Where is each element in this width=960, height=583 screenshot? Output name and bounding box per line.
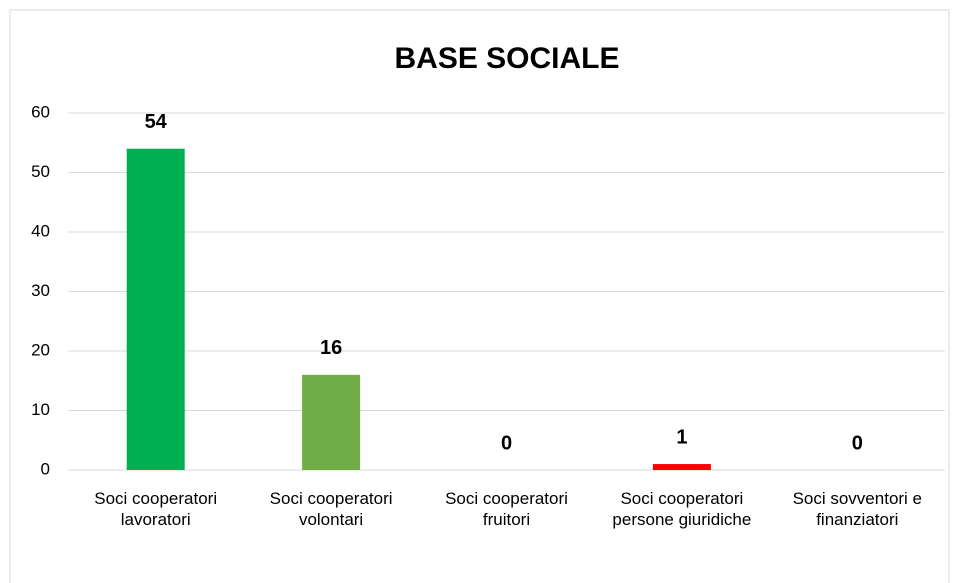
bar — [302, 374, 361, 470]
y-tick-label: 30 — [31, 281, 50, 300]
value-label: 0 — [501, 432, 512, 454]
y-tick-label: 60 — [31, 102, 50, 121]
chart-title: BASE SOCIALE — [394, 42, 619, 75]
x-tick-label: Soci cooperatori persone giuridiche — [612, 489, 752, 529]
bar — [126, 148, 185, 470]
value-label: 0 — [852, 432, 863, 454]
x-tick-label: Soci cooperatori fruitori — [445, 489, 568, 529]
value-label: 16 — [320, 337, 342, 359]
x-tick-label: Soci sovventori e finanziatori — [792, 489, 923, 529]
value-label: 1 — [676, 426, 687, 448]
y-tick-label: 50 — [31, 162, 50, 181]
y-tick-label: 0 — [41, 459, 50, 478]
bar — [652, 464, 711, 470]
y-tick-label: 40 — [31, 221, 50, 240]
y-tick-label: 20 — [31, 340, 50, 359]
x-tick-label: Soci cooperatori volontari — [269, 489, 393, 529]
x-tick-label: Soci cooperatori lavoratori — [94, 489, 218, 529]
value-label: 54 — [145, 111, 168, 133]
y-tick-label: 10 — [31, 400, 50, 419]
